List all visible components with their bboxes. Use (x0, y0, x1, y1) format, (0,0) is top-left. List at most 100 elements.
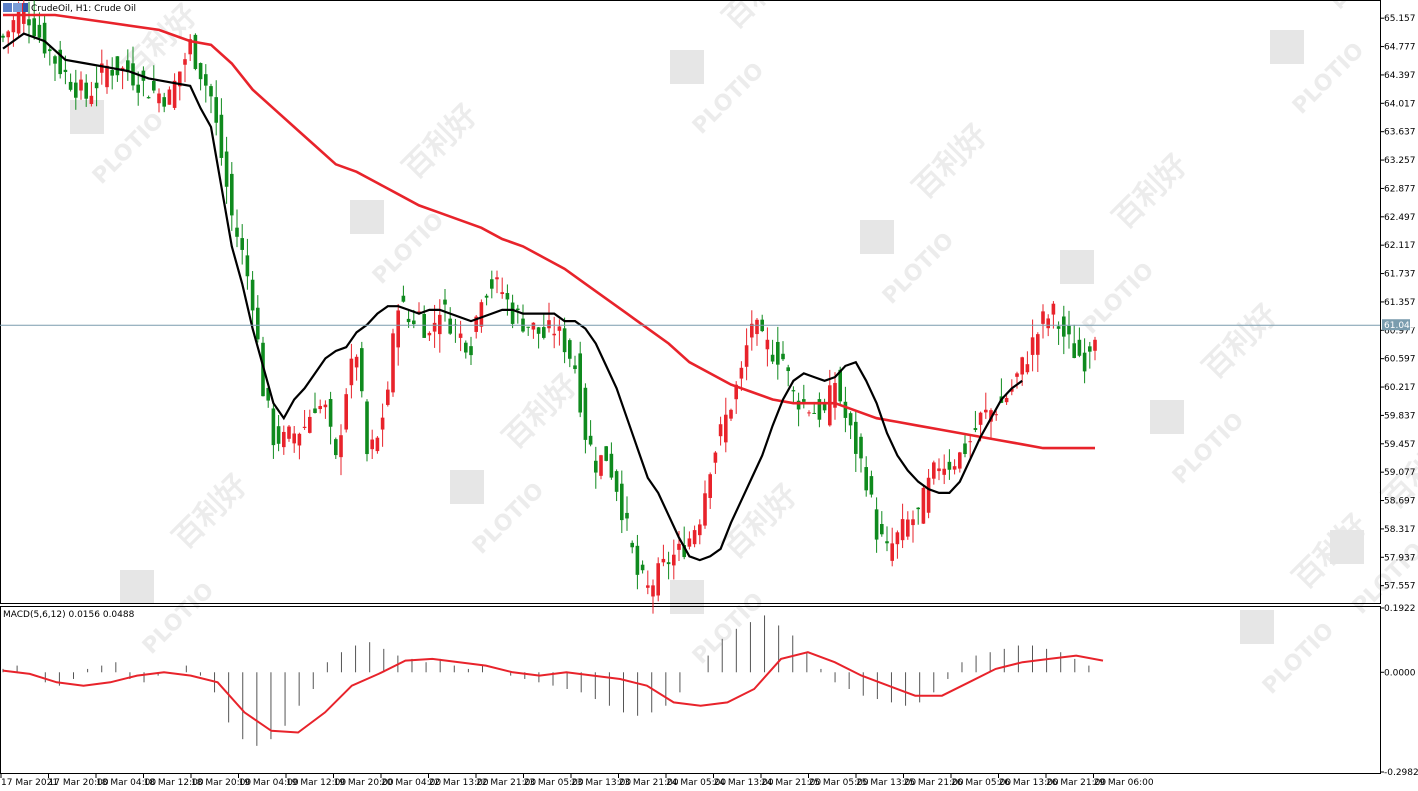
watermark-logo (450, 470, 484, 504)
time-tick-label: 29 Mar 06:00 (1094, 778, 1154, 788)
watermark-logo (70, 100, 104, 134)
candle-body (162, 97, 166, 107)
time-tick-label: 23 Mar 13:00 (571, 778, 631, 788)
candle-body (926, 477, 931, 513)
slow-moving-average-line (3, 13, 1095, 450)
candle-body (271, 408, 276, 446)
candle-body (1, 35, 5, 38)
candle-body (724, 414, 728, 443)
watermark-chinese: 百利好 (1106, 148, 1194, 236)
candle-body (230, 173, 234, 216)
candle-body (505, 293, 510, 300)
candle-body (854, 421, 858, 454)
candle-body (417, 311, 421, 314)
candle-body (224, 151, 229, 187)
candle-body (666, 562, 671, 565)
macd-signal-line (2, 651, 1104, 734)
time-tick-label: 24 Mar 21:00 (761, 778, 821, 788)
candle-body (219, 114, 224, 158)
candle-body (708, 474, 712, 498)
candle-body (703, 493, 707, 526)
candle-body (313, 408, 317, 413)
watermark-logo (1330, 530, 1364, 564)
candle-body (266, 387, 270, 401)
time-tick-label: 22 Mar 21:00 (476, 778, 536, 788)
watermark-logo (670, 580, 704, 614)
candle-body (245, 255, 250, 277)
candle-body (1056, 326, 1061, 329)
watermark-chinese: 百利好 (396, 98, 484, 186)
time-tick-label: 19 Mar 12:00 (286, 778, 346, 788)
candle-body (687, 538, 692, 547)
candle-body (833, 382, 837, 408)
candle-body (53, 56, 57, 64)
macd-tick-label: 0.0000 (1384, 668, 1416, 678)
candle-body (396, 310, 400, 348)
candle-body (37, 24, 42, 38)
candle-body (406, 318, 411, 323)
time-tick-label: 18 Mar 12:00 (144, 778, 204, 788)
time-tick-label: 25 Mar 13:00 (856, 778, 916, 788)
candle-body (661, 558, 666, 563)
time-tick-label: 25 Mar 21:00 (904, 778, 964, 788)
candle-body (786, 367, 790, 372)
candle-body (235, 227, 239, 237)
candle-body (178, 71, 182, 87)
candle-body (963, 443, 967, 455)
indicator-pane-frame (0, 606, 1381, 774)
chart-window-icon (13, 3, 22, 12)
candle-body (968, 441, 972, 443)
candle-body (880, 524, 884, 535)
candle-body (250, 279, 255, 311)
candle-body (911, 519, 915, 526)
candle-body (152, 81, 156, 91)
candle-body (490, 279, 494, 289)
candle-body (146, 97, 151, 99)
candle-body (734, 384, 738, 400)
candle-body (110, 70, 114, 76)
candle-body (89, 95, 94, 104)
candle-body (729, 409, 733, 419)
price-tick-label: 61.737 (1384, 270, 1416, 280)
watermark-logo (120, 570, 154, 604)
candle-body (84, 82, 88, 99)
watermark-logo (350, 200, 384, 234)
candle-body (1062, 316, 1066, 337)
candle-body (952, 466, 957, 470)
candle-body (443, 299, 447, 305)
candle-body (360, 348, 364, 392)
candle-body (131, 63, 135, 86)
candle-body (42, 22, 47, 54)
candle-body (885, 541, 889, 544)
candle-body (1088, 346, 1092, 352)
candle-body (568, 340, 572, 359)
candle-body (978, 412, 983, 425)
candle-body (427, 332, 432, 336)
price-tick-label: 58.697 (1384, 497, 1416, 507)
candle-body (900, 519, 905, 541)
candle-body (193, 34, 198, 69)
candle-body (594, 460, 598, 473)
candle-body (765, 339, 770, 350)
price-tick-label: 61.357 (1384, 298, 1416, 308)
watermark-chinese: 百利好 (1196, 298, 1284, 386)
candle-body (713, 452, 718, 463)
candle-body (1093, 339, 1097, 351)
candle-body (682, 545, 686, 558)
watermark-chinese: 百利好 (496, 368, 584, 456)
price-axis: 65.157 64.777 64.397 64.017 63.637 63.257 62.8… (1380, 14, 1416, 592)
candle-body (22, 3, 26, 24)
candle-body (484, 295, 489, 298)
candle-body (105, 65, 109, 88)
candle-body (172, 80, 177, 108)
watermark-logo (1060, 250, 1094, 284)
candle-body (984, 409, 988, 413)
time-tick-label: 19 Mar 20:00 (334, 778, 394, 788)
candle-body (1051, 303, 1056, 315)
candle-body (339, 435, 343, 458)
watermark-logo (1240, 610, 1274, 644)
candle-body (510, 302, 515, 324)
watermark-layer: PLOTIO百利好PLOTIO百利好PLOTIO百利好PLOTIO百利好PLOT… (70, 0, 1418, 699)
